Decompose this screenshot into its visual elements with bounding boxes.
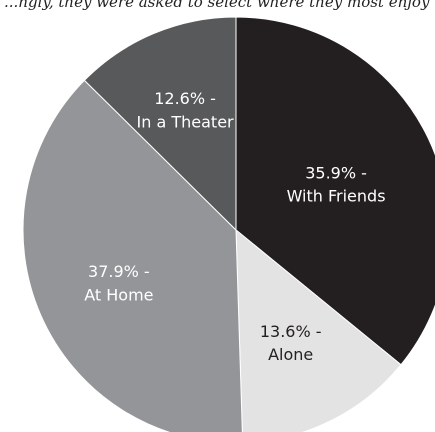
slice-label-category: Alone bbox=[268, 345, 313, 364]
slice-label-percent: 35.9% - bbox=[305, 164, 367, 183]
slice-label-category: With Friends bbox=[287, 187, 386, 206]
slice-label: 35.9% - With Friends bbox=[287, 164, 386, 206]
slice-label-percent: 13.6% - bbox=[260, 322, 322, 341]
slice-with-friends bbox=[235, 16, 435, 366]
slice-in-a-theater bbox=[83, 16, 237, 232]
slice-label: 37.9% - At Home bbox=[84, 262, 153, 304]
slice-label-percent: 37.9% - bbox=[88, 262, 150, 281]
slice-label-percent: 12.6% - bbox=[154, 89, 216, 108]
slice-alone bbox=[235, 228, 402, 432]
slice-label-category: In a Theater bbox=[137, 112, 235, 131]
slice-label: 13.6% - Alone bbox=[260, 322, 322, 364]
slice-at-home bbox=[22, 79, 243, 432]
slice-label-category: At Home bbox=[84, 285, 153, 304]
chart-caption: ...ngly, they were asked to select where… bbox=[4, 0, 435, 11]
slice-label: 12.6% - In a Theater bbox=[137, 89, 235, 131]
